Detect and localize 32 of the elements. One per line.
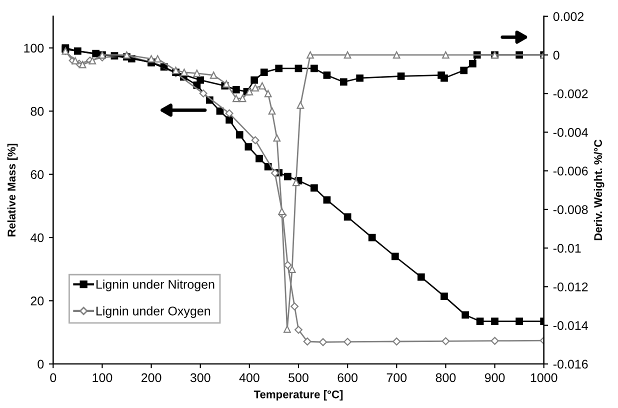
x-tick-label: 0	[50, 373, 56, 382]
y2-tick-label: 0.002	[553, 12, 584, 21]
y2-tick-label: 0	[553, 50, 560, 60]
x-tick-label: 200	[141, 373, 162, 382]
y2-tick-label: -0.002	[553, 89, 588, 98]
x-tick-label: 400	[239, 373, 260, 382]
legend-label: Lignin under Nitrogen	[96, 280, 214, 292]
y-tick-label: 100	[24, 44, 44, 53]
x-axis-title: Temperature [°C]	[254, 390, 343, 401]
y-tick-label: 0	[38, 360, 44, 369]
y-tick-label: 40	[30, 233, 44, 242]
x-tick-label: 900	[484, 373, 505, 382]
y2-axis-title: Deriv. Weight. %/°C	[594, 140, 604, 240]
x-tick-label: 500	[288, 373, 308, 382]
y2-tick-label: -0.006	[553, 166, 588, 176]
y-tick-label: 20	[30, 296, 44, 306]
legend-label: Lignin under Oxygen	[96, 306, 210, 318]
y-axis-title: Relative Mass [%]	[7, 144, 18, 236]
y2-tick-label: -0.014	[553, 321, 588, 330]
y2-tick-label: -0.01	[553, 244, 581, 253]
x-tick-label: 800	[436, 373, 456, 382]
x-tick-label: 600	[338, 373, 358, 382]
y2-tick-label: -0.016	[553, 360, 588, 369]
x-tick-label: 100	[92, 373, 112, 382]
x-tick-label: 300	[190, 373, 210, 382]
x-tick-label: 1000	[530, 373, 558, 382]
y2-tick-label: -0.004	[553, 128, 588, 137]
y2-tick-label: -0.008	[553, 205, 588, 214]
y-tick-label: 80	[30, 106, 44, 116]
x-tick-label: 700	[386, 373, 407, 382]
y-tick-label: 60	[30, 170, 44, 179]
y2-tick-label: -0.012	[553, 282, 588, 292]
